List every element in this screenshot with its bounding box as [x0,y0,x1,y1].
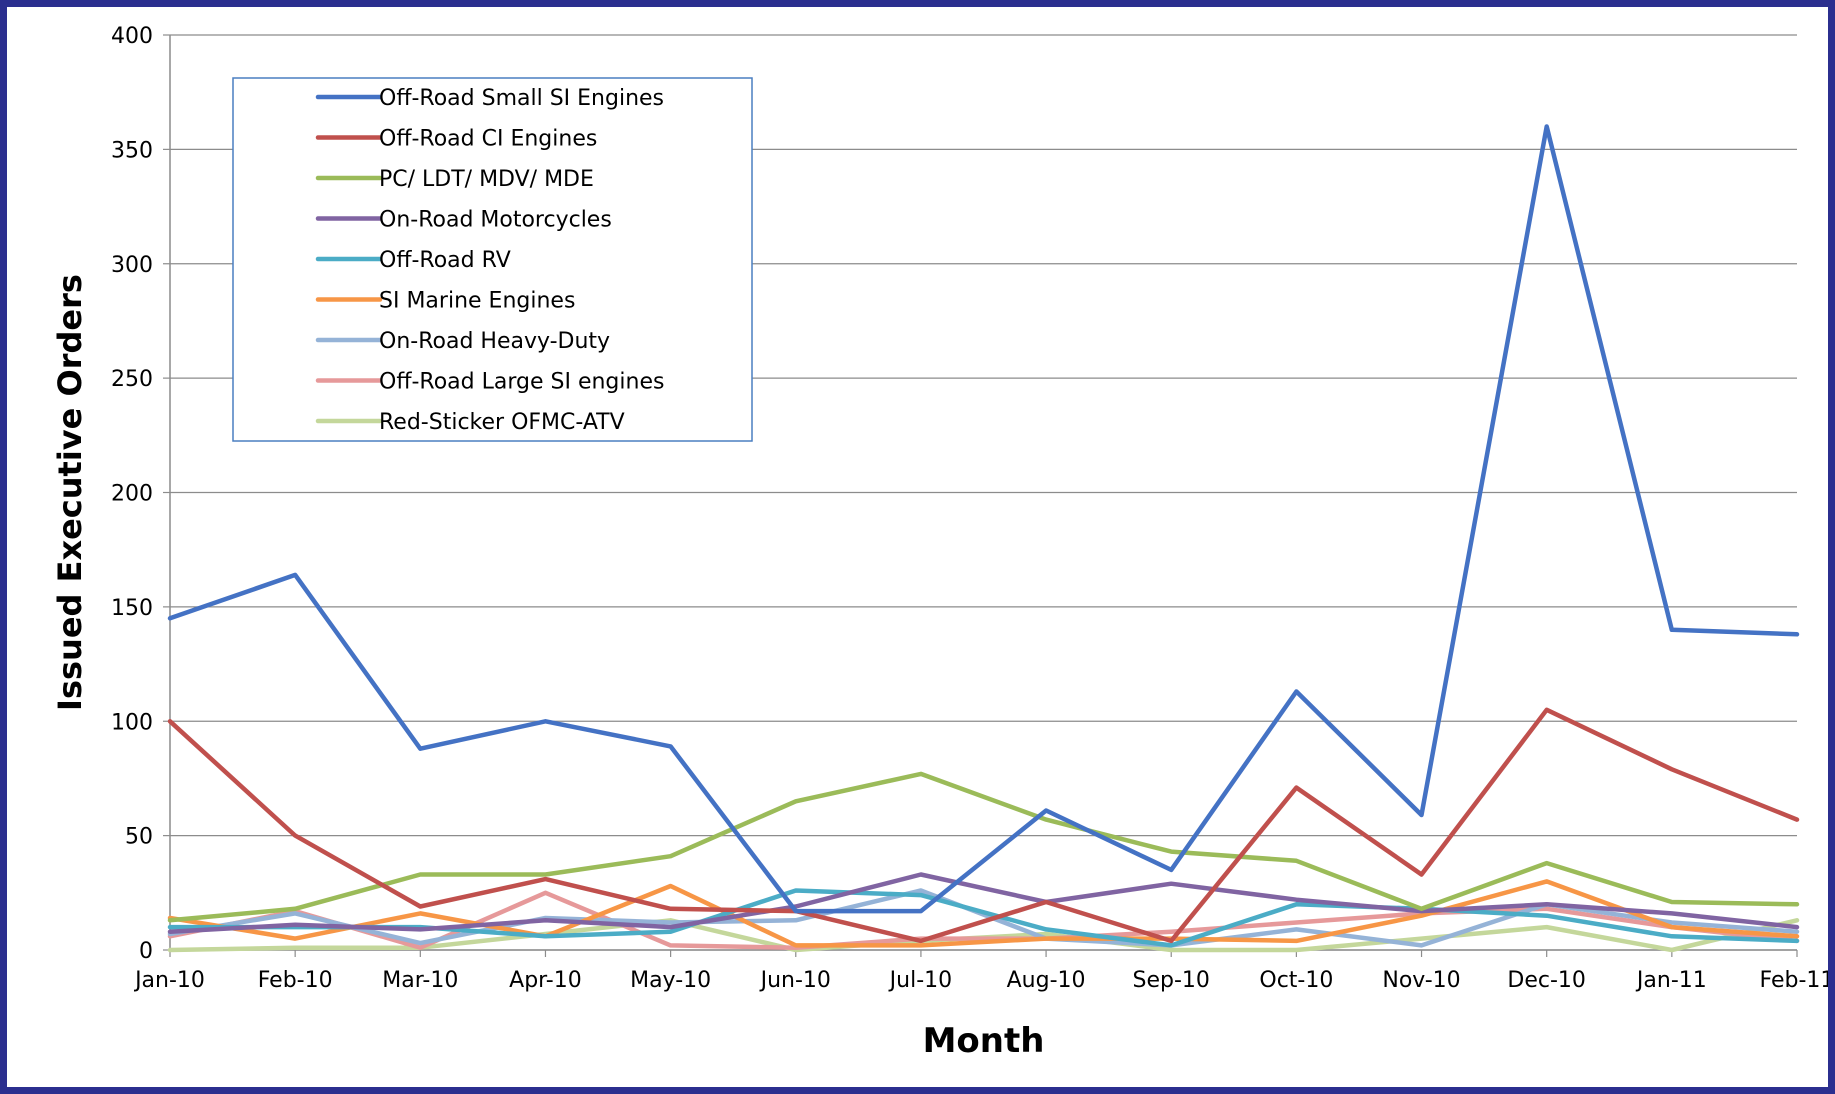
x-tick-label: Oct-10 [1259,968,1333,993]
y-tick-label: 50 [125,825,153,850]
x-tick-label: Jun-10 [759,968,831,993]
legend: Off-Road Small SI Engines Off-Road CI Eng… [232,77,753,442]
y-tick-label: 0 [139,939,153,964]
y-tick-label: 150 [111,596,153,621]
legend-label: Off-Road CI Engines [379,127,597,152]
x-tick-label: Jul-10 [888,968,952,993]
x-tick-label: Feb-10 [258,968,333,993]
legend-label: SI Marine Engines [379,289,575,314]
x-tick-label: Dec-10 [1507,968,1586,993]
legend-label: Off-Road RV [379,248,511,273]
y-axis-ticks: 0 50 100 150 200 250 300 350 400 [111,24,170,964]
series-line-3 [167,771,1800,923]
y-tick-label: 100 [111,710,153,735]
y-tick-label: 350 [111,138,153,163]
x-tick-label: Nov-10 [1382,968,1460,993]
x-tick-label: Sep-10 [1133,968,1210,993]
series-line-2 [167,707,1800,944]
series-line-1 [167,124,1800,914]
y-tick-label: 400 [111,24,153,49]
y-tick-label: 200 [111,482,153,507]
x-axis-ticks: Jan-10 Feb-10 Mar-10 Apr-10 May-10 Jun-10 Jul-… [133,950,1828,993]
x-tick-label: Jan-11 [1635,968,1707,993]
x-tick-label: Apr-10 [509,968,582,993]
legend-label: Off-Road Large SI engines [379,370,664,395]
legend-label: On-Road Heavy-Duty [379,329,610,354]
x-axis-title: Month [923,1021,1045,1061]
axes [169,35,1797,951]
series-lines [167,124,1800,953]
x-tick-label: Feb-11 [1760,968,1828,993]
series-line-4 [167,872,1800,934]
legend-label: Red-Sticker OFMC-ATV [379,410,625,435]
y-axis-title: Issued Executive Orders [51,274,89,711]
legend-label: Off-Road Small SI Engines [379,86,664,111]
legend-label: On-Road Motorcycles [379,208,612,233]
x-tick-label: May-10 [630,968,711,993]
x-tick-label: Aug-10 [1007,968,1086,993]
line-chart: 0 50 100 150 200 250 300 350 400 Jan-10 Feb-10 Mar… [51,24,1828,1061]
x-tick-label: Mar-10 [382,968,458,993]
series-line-6 [167,879,1800,948]
y-tick-label: 300 [111,253,153,278]
x-tick-label: Jan-10 [133,968,205,993]
y-tick-label: 250 [111,367,153,392]
legend-label: PC/ LDT/ MDV/ MDE [379,167,594,192]
chart-frame: 0 50 100 150 200 250 300 350 400 Jan-10 Feb-10 Mar… [7,7,1828,1087]
